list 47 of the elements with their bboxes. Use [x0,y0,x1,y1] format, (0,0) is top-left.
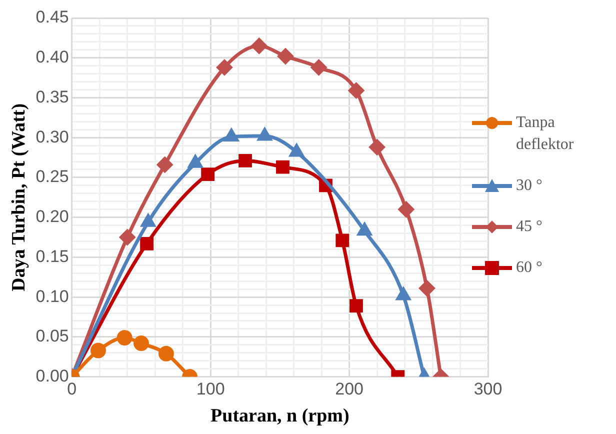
x-tick-label: 300 [474,380,502,399]
point [350,299,363,313]
y-tick-label: 0.30 [36,127,69,146]
point [216,60,232,76]
point [188,155,202,168]
point [116,330,132,346]
point [290,144,304,157]
x-tick-label: 200 [335,380,364,399]
y-axis-title: Daya Turbin, Pt (Watt) [8,103,30,292]
point [157,156,173,172]
legend-label: 30 ° [516,176,544,196]
point [90,342,106,358]
y-tick-label: 0.20 [36,207,69,226]
x-tick-label: 100 [196,380,225,399]
legend-label: 45 ° [516,217,544,237]
y-tick-label: 0.25 [36,167,69,186]
y-tick-label: 0.15 [36,246,69,266]
x-tick-label: 0 [67,380,77,399]
y-tick-label: 0.05 [36,326,69,346]
point [140,236,154,250]
legend-label: Tanpa deflektor [516,113,575,155]
point [311,60,327,76]
y-tick-label: 0.10 [36,286,69,306]
point [336,234,350,248]
point [120,230,136,246]
point [396,288,410,300]
point [251,38,267,54]
point [398,202,414,218]
y-tick-label: 0.45 [36,8,69,27]
point [358,223,372,236]
point [224,129,238,142]
point [276,160,290,174]
point [158,346,174,362]
point [369,139,385,155]
point [348,82,364,98]
point [133,336,149,352]
point [201,168,215,181]
point [278,48,294,64]
y-tick-label: 0.00 [36,366,69,386]
point [238,154,252,168]
point [419,280,435,296]
point [141,214,156,227]
x-axis-title: Putaran, n (rpm) [210,406,350,427]
point [258,128,272,141]
y-tick-label: 0.40 [36,48,69,67]
legend-label: 60 ° [516,258,544,278]
y-tick-label: 0.35 [36,87,69,106]
